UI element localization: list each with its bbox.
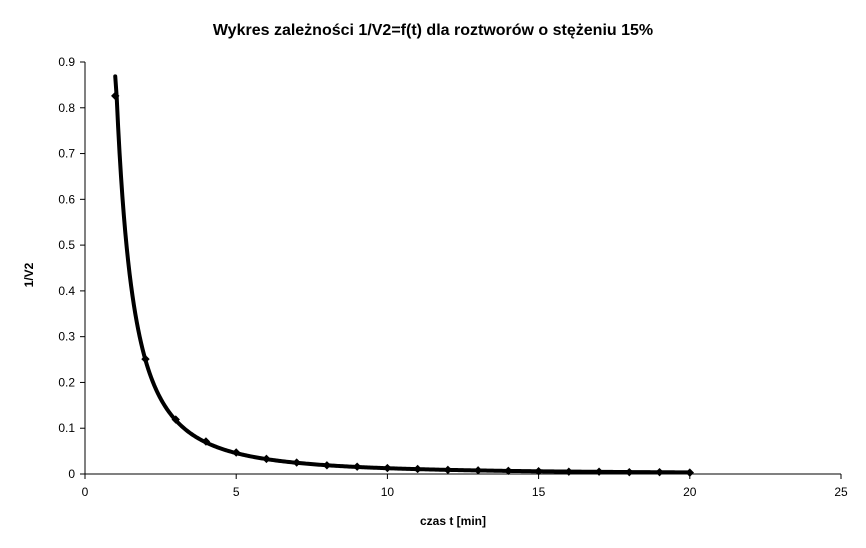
data-point — [262, 454, 271, 464]
x-tick-label: 5 — [233, 485, 240, 499]
x-tick-label: 10 — [381, 485, 395, 499]
y-tick-label: 0.9 — [58, 55, 75, 69]
x-tick-label: 0 — [82, 485, 89, 499]
y-tick-label: 0.7 — [58, 147, 75, 161]
data-point — [685, 468, 695, 477]
data-point — [625, 467, 634, 477]
series-layer — [111, 74, 695, 477]
data-point — [443, 465, 453, 475]
data-point — [473, 466, 483, 475]
y-tick-label: 0.8 — [58, 101, 75, 115]
data-point — [231, 448, 241, 457]
data-point — [352, 462, 362, 471]
data-point — [534, 467, 543, 476]
x-tick-label: 25 — [834, 485, 848, 499]
axes — [84, 62, 841, 475]
y-axis-label: 1/V2 — [22, 262, 36, 287]
x-tick-label: 15 — [532, 485, 546, 499]
series-line — [113, 74, 692, 475]
data-point — [655, 467, 664, 477]
data-point — [504, 466, 513, 476]
data-point — [594, 467, 604, 476]
x-ticks: 0 5 10 15 20 25 — [82, 474, 848, 499]
x-tick-label: 20 — [683, 485, 697, 499]
x-axis-label: czas t [min] — [420, 514, 486, 528]
data-point — [141, 354, 150, 364]
data-point — [111, 91, 120, 101]
y-tick-label: 0.1 — [58, 421, 75, 435]
data-point — [383, 463, 392, 473]
y-tick-label: 0.3 — [58, 330, 75, 344]
y-ticks: 0 0.1 0.2 0.3 0.4 0.5 0.6 0.7 0.8 0.9 — [58, 55, 85, 481]
data-point — [171, 415, 180, 424]
y-tick-label: 0.2 — [58, 375, 75, 389]
data-point — [201, 437, 211, 446]
y-tick-label: 0.5 — [58, 238, 75, 252]
chart-title: Wykres zależności 1/V2=f(t) dla roztworó… — [213, 22, 653, 39]
y-tick-label: 0 — [68, 467, 75, 481]
y-tick-label: 0.6 — [58, 192, 75, 206]
data-point — [413, 464, 422, 474]
data-point — [292, 458, 301, 467]
y-tick-label: 0.4 — [58, 284, 75, 298]
data-point — [322, 461, 332, 470]
data-point — [564, 467, 574, 476]
